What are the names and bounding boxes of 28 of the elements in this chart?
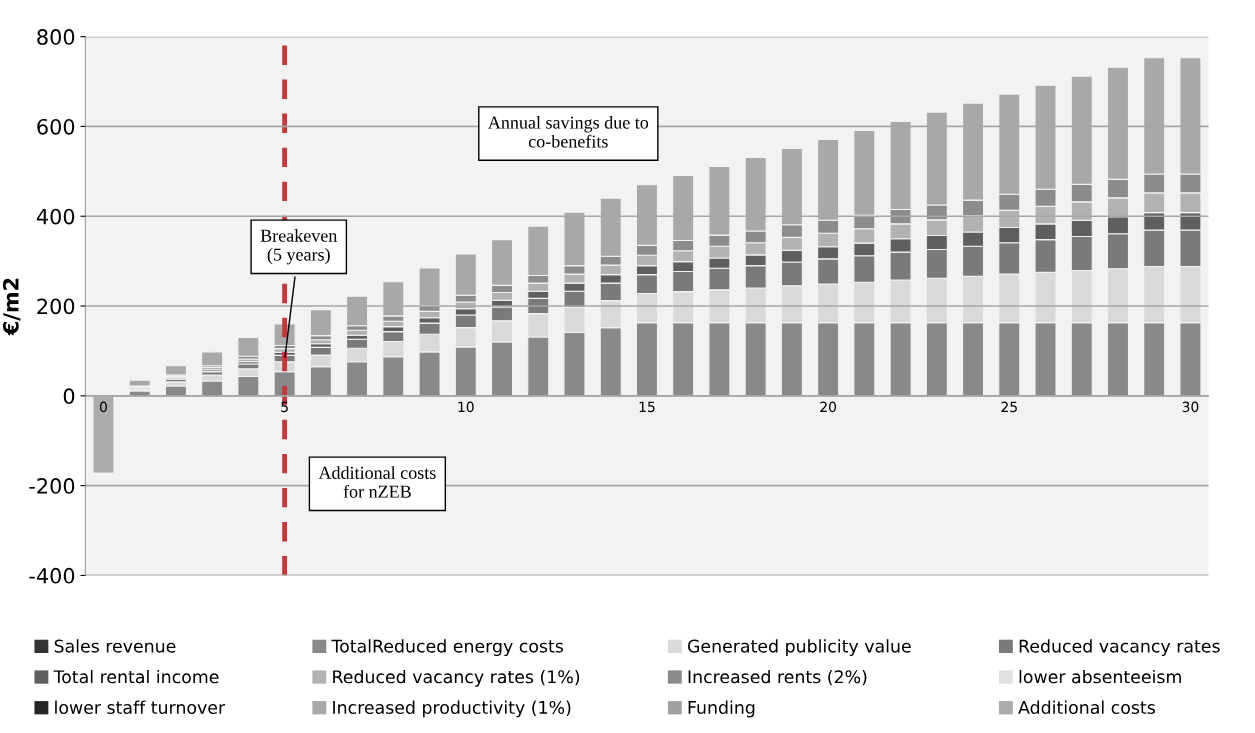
legend-label: Additional costs bbox=[1018, 700, 1155, 715]
legend-label: Funding bbox=[688, 700, 755, 718]
y-tick-label: 400 bbox=[36, 208, 75, 225]
y-tick-label: 800 bbox=[37, 29, 75, 45]
annotation: Additional costs for nZEB bbox=[318, 466, 436, 498]
x-tick-label: 30 bbox=[1182, 401, 1199, 413]
x-tick-label: 10 bbox=[458, 401, 474, 413]
x-tick-label: 20 bbox=[820, 401, 837, 413]
x-tick-label: 0 bbox=[99, 401, 107, 413]
legend-label: TotalReduced energy costs bbox=[331, 639, 564, 656]
y-tick-label: -200 bbox=[29, 478, 75, 494]
annotation: Annual savings due to co-benefits bbox=[488, 115, 649, 148]
annotation: Breakeven (5 years) bbox=[260, 229, 338, 265]
y-tick-label: 200 bbox=[37, 298, 75, 315]
x-tick-label: 25 bbox=[1001, 401, 1017, 413]
legend-label: Increased productivity (1%) bbox=[333, 700, 571, 718]
legend-label: Increased rents (2%) bbox=[688, 669, 867, 686]
legend-label: lower staff turnover bbox=[55, 700, 226, 715]
legend-label: Reduced vacancy rates bbox=[1019, 639, 1220, 656]
y-tick-label: -400 bbox=[29, 567, 75, 584]
y-axis-title: €/m2 bbox=[2, 278, 21, 336]
legend-label: Sales revenue bbox=[54, 639, 176, 653]
y-tick-label: 600 bbox=[37, 118, 75, 135]
legend-label: Reduced vacancy rates (1%) bbox=[333, 669, 580, 687]
x-tick-label: 15 bbox=[639, 401, 655, 413]
legend-label: Total rental income bbox=[53, 669, 219, 684]
legend-label: Generated publicity value bbox=[687, 639, 911, 656]
legend-label: lower absenteeism bbox=[1019, 669, 1181, 684]
